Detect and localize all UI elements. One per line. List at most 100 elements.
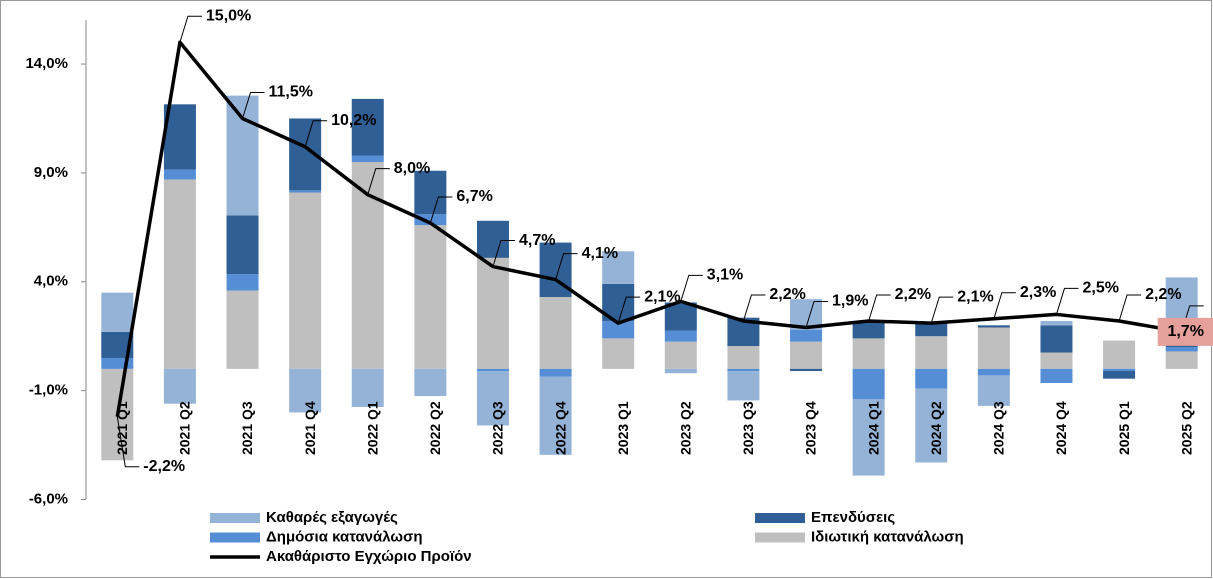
data-label: -2,2% [143,458,185,475]
bar-segment [414,170,447,215]
bar-segment [977,327,1010,369]
label-leader [805,300,829,328]
data-label: 2,2% [895,286,931,303]
data-label: 2,5% [1082,280,1118,297]
bar-segment [727,371,760,401]
bar-segment [539,368,572,377]
bar-segment [226,290,259,369]
x-tick-label: 2025 Q1 [1116,401,1132,455]
bar-segment [163,179,196,369]
bar-segment [602,320,635,339]
label-leader [492,240,515,267]
data-label: 6,7% [456,188,492,205]
bar-segment [602,251,635,284]
label-leader [555,253,578,280]
bar-segment [351,155,384,163]
bar-segment [790,368,823,372]
bar-segment [476,368,509,372]
bar-segment [664,341,697,369]
label-leader [1118,294,1142,322]
data-label: 1,7% [1167,323,1203,340]
legend-label: Επενδύσεις [811,509,895,526]
x-tick-label: 2024 Q3 [991,401,1007,455]
bar-segment [101,357,134,369]
legend-swatch [210,532,260,543]
y-tick-label: -6,0% [29,490,68,507]
x-tick-label: 2024 Q1 [865,401,881,455]
bar-segment [539,297,572,369]
x-tick-label: 2021 Q2 [177,401,193,455]
legend-label: Δημόσια κατανάλωση [266,528,423,545]
x-tick-label: 2022 Q3 [490,401,506,455]
bar-segment [852,338,885,369]
bar-segment [414,214,447,226]
bar-segment [226,95,259,216]
data-label: 15,0% [206,7,251,24]
bar-segment [1040,320,1073,326]
bar-segment [414,225,447,369]
x-tick-label: 2022 Q2 [427,401,443,455]
x-tick-label: 2022 Q4 [552,401,568,455]
label-leader [304,120,328,147]
bar-segment [664,302,697,331]
bar-segment [852,320,885,339]
bar-segment [414,368,447,397]
label-leader [367,168,390,195]
bar-segment [1040,325,1073,353]
label-leader [742,294,766,322]
bar-segment [602,338,635,369]
bar-segment [790,329,823,342]
y-tick-label: 9,0% [34,164,68,181]
bar-segment [351,98,384,156]
bar-segment [476,220,509,258]
bar-segment [1103,371,1136,379]
bar-segment [476,371,509,426]
label-leader [429,196,453,224]
bar-segment [289,368,322,413]
label-leader [680,274,703,302]
label-leader [116,416,140,468]
bar-segment [1103,340,1136,369]
bar-segment [163,169,196,180]
label-leader [617,296,641,324]
bar-segment [852,399,885,476]
label-leader [1055,287,1079,315]
bar-segment [977,368,1010,376]
bar-segment [790,341,823,369]
highlight-box [1157,317,1213,346]
bar-segment [1040,352,1073,369]
data-label: 4,7% [519,232,555,249]
legend-label: Ιδιωτική κατανάλωση [811,528,964,545]
data-label: 3,1% [707,267,743,284]
x-tick-label: 2023 Q3 [740,401,756,455]
x-tick-label: 2022 Q1 [364,401,380,455]
bar-segment [664,368,697,374]
label-leader [930,296,954,324]
y-tick-label: 14,0% [25,55,68,72]
bar-segment [977,325,1010,328]
label-leader [993,292,1016,319]
x-tick-label: 2024 Q2 [928,401,944,455]
label-leader [242,91,265,119]
bar-segment [1165,351,1198,369]
bar-segment [539,376,572,455]
legend-label: Ακαθάριστο Εγχώριο Προϊόν [266,548,472,565]
bar-segment [163,368,196,404]
data-label: 2,3% [1020,284,1056,301]
legend-swatch [755,513,805,523]
y-tick-label: -1,0% [29,382,68,399]
x-tick-label: 2023 Q1 [615,401,631,455]
data-label: 8,0% [394,160,430,177]
bar-segment [915,322,948,337]
data-label: 2,1% [644,288,680,305]
x-tick-label: 2024 Q4 [1053,401,1069,455]
bar-segment [101,292,134,332]
bar-segment [915,336,948,369]
bar-segment [1040,368,1073,384]
label-leader [179,15,202,43]
bar-segment [226,274,259,291]
x-tick-label: 2023 Q4 [803,401,819,455]
bar-segment [727,368,760,372]
